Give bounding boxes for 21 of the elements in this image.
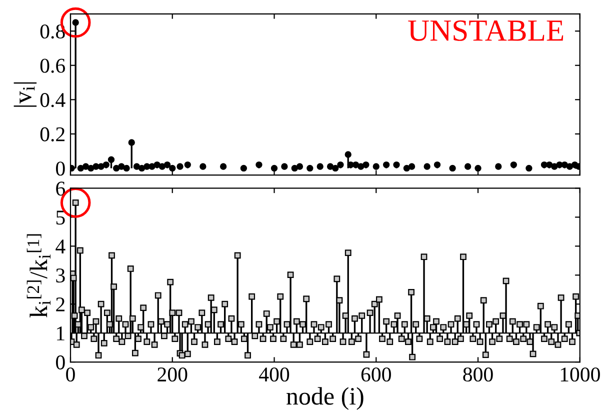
y-tick-label: 6 [56,182,66,196]
x-axis-title: node (i) [286,387,364,410]
y-tick-label: 4 [56,240,66,254]
annotation: UNSTABLE [408,20,564,41]
y-tick-label: 0.4 [40,93,66,108]
y-tick-label: 0 [56,355,65,370]
y-tick-label: 3 [56,268,65,283]
y-axis-title: |v$_{i}$| [14,82,37,107]
y-tick-label: 2 [56,298,64,312]
x-tick-label: 0 [66,367,75,382]
x-tick-label: 400 [259,367,290,382]
x-tick-label: 1000 [560,367,600,382]
y-tick-label: 0 [56,162,65,176]
y-tick-label: 0.6 [40,58,66,73]
x-tick-label: 800 [463,367,493,382]
y-tick-label: 0.2 [40,127,64,142]
y-tick-label: 1 [57,326,64,340]
x-tick-label: 600 [361,367,391,382]
y-axis-title: k$_{i}$$^{[2]}$/k$_{i}$$^{[1]}$ [26,234,50,318]
y-tick-label: 5 [56,210,65,225]
x-tick-label: 200 [158,367,188,382]
